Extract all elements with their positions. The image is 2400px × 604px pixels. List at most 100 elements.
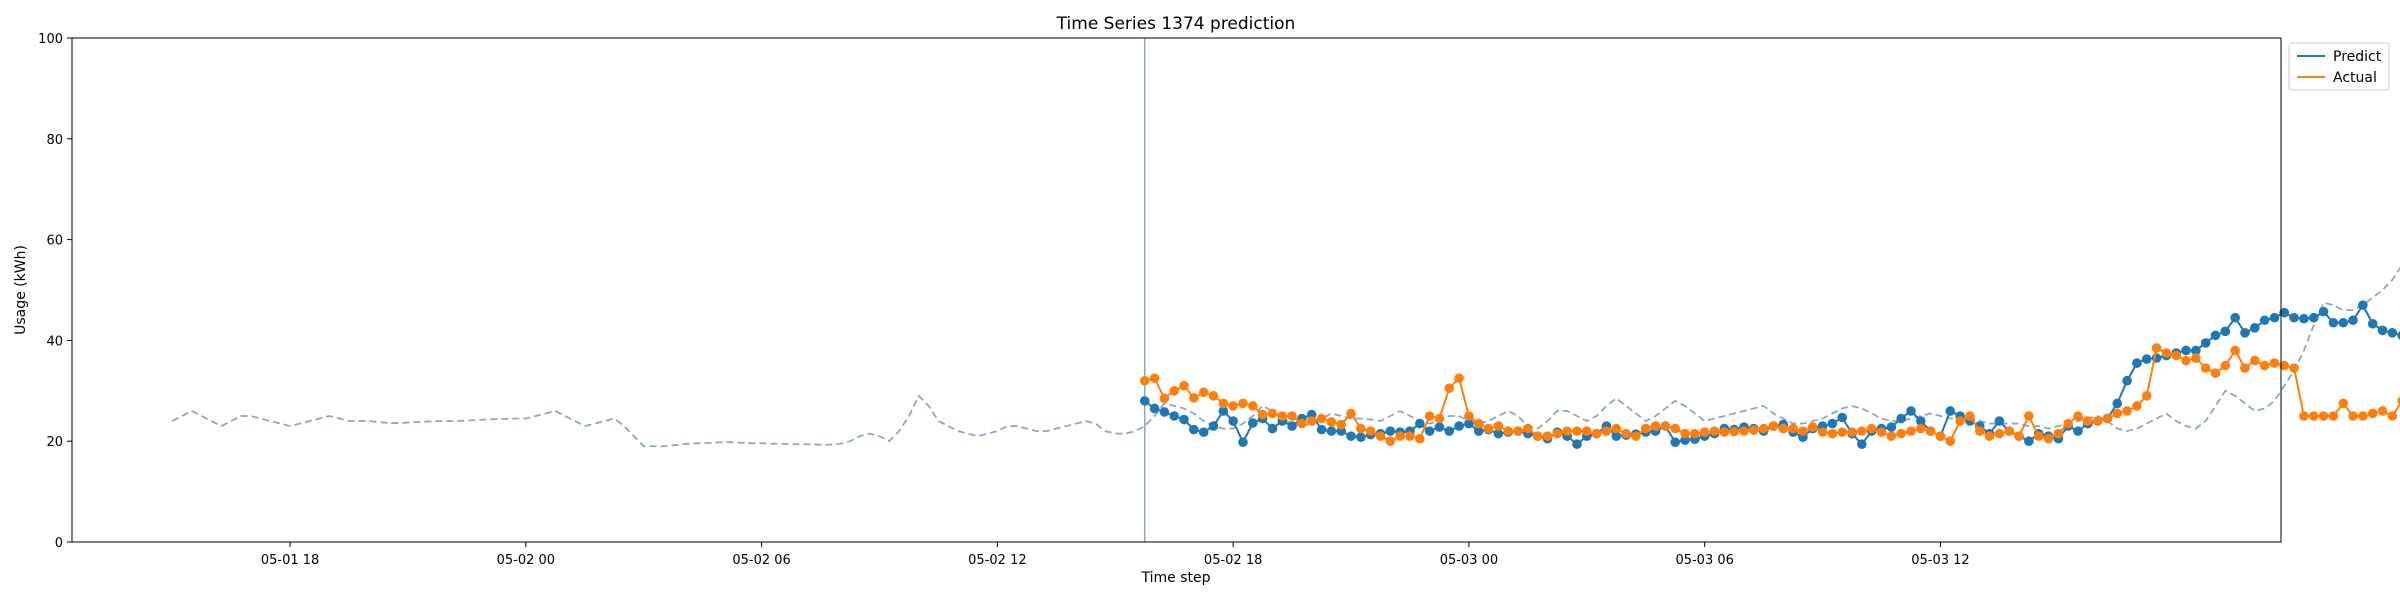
- data-point-actual: [2240, 363, 2250, 373]
- data-point-predict: [1827, 418, 1838, 429]
- data-point-actual: [2318, 411, 2329, 421]
- data-point-actual: [2063, 418, 2073, 429]
- data-point-actual: [2230, 345, 2240, 356]
- data-point-predict: [2377, 325, 2388, 336]
- data-point-actual: [2269, 358, 2280, 368]
- plot-frame: [71, 37, 2282, 543]
- data-point-actual: [1434, 413, 1445, 424]
- data-point-predict: [2367, 318, 2378, 329]
- data-point-actual: [2250, 355, 2260, 366]
- data-point-predict: [2387, 328, 2398, 338]
- data-point-actual: [1238, 398, 1248, 409]
- data-point-actual: [1621, 428, 1631, 439]
- x-tick-label: 05-01 18: [261, 553, 319, 568]
- data-point-predict: [1434, 422, 1445, 432]
- data-point-actual: [1768, 421, 1779, 431]
- data-point-actual: [2377, 406, 2388, 416]
- data-point-predict: [2358, 300, 2368, 310]
- data-point-actual: [1208, 391, 1219, 401]
- data-point-actual: [1778, 423, 1789, 434]
- data-point-actual: [1798, 426, 1808, 436]
- data-point-predict: [1493, 428, 1504, 439]
- data-point-actual: [1886, 431, 1897, 441]
- data-point-predict: [1994, 416, 2005, 426]
- data-point-actual: [1984, 431, 1995, 441]
- data-point-predict: [2308, 312, 2319, 323]
- data-point-actual: [1473, 418, 1484, 429]
- data-point-actual: [1876, 427, 1887, 437]
- data-point-actual: [1169, 386, 1180, 396]
- chart-title: Time Series 1374 prediction: [1056, 14, 1296, 34]
- data-point-predict: [2348, 315, 2358, 326]
- data-point-predict: [1611, 431, 1622, 441]
- x-tick-label: 05-03 12: [1911, 553, 1969, 568]
- data-point-actual: [1326, 417, 1337, 427]
- data-point-predict: [2240, 328, 2250, 338]
- data-point-predict: [1945, 406, 1956, 416]
- data-point-actual: [1896, 428, 1906, 439]
- data-point-actual: [1650, 421, 1661, 431]
- data-point-actual: [2259, 360, 2270, 371]
- data-point-predict: [1572, 439, 1582, 450]
- data-point-predict: [1169, 411, 1180, 421]
- data-point-actual: [1424, 411, 1435, 421]
- data-point-actual: [1601, 426, 1612, 436]
- data-point-actual: [1837, 427, 1848, 437]
- y-tick-label: 60: [46, 234, 63, 249]
- data-point-predict: [2073, 426, 2083, 436]
- data-point-actual: [1503, 426, 1514, 436]
- data-point-actual: [2367, 408, 2378, 419]
- data-point-actual: [1857, 426, 1867, 436]
- data-point-predict: [2200, 338, 2211, 348]
- data-point-actual: [1444, 383, 1455, 394]
- data-point-actual: [1218, 398, 1229, 409]
- data-point-actual: [1542, 431, 1553, 441]
- data-point-predict: [1473, 426, 1484, 436]
- data-point-actual: [1415, 433, 1425, 444]
- data-point-actual: [2122, 406, 2132, 416]
- data-point-predict: [1139, 396, 1150, 406]
- data-point-actual: [1336, 419, 1347, 430]
- data-point-predict: [1916, 416, 1926, 426]
- data-point-actual: [2387, 411, 2398, 421]
- data-point-actual: [2181, 355, 2191, 366]
- data-point-predict: [2250, 323, 2260, 333]
- data-point-predict: [2338, 317, 2349, 328]
- data-point-actual: [1611, 423, 1622, 434]
- legend-label-predict: Predict: [2333, 49, 2382, 65]
- data-point-actual: [1277, 411, 1288, 421]
- data-point-actual: [2014, 431, 2024, 441]
- data-point-predict: [1228, 416, 1238, 426]
- data-point-predict: [1415, 418, 1425, 429]
- legend-label-actual: Actual: [2333, 70, 2377, 86]
- data-point-actual: [1788, 423, 1798, 434]
- data-point-actual: [1974, 426, 1985, 436]
- data-point-actual: [2348, 411, 2358, 421]
- data-point-predict: [1464, 418, 1474, 429]
- data-point-actual: [1866, 423, 1877, 434]
- data-point-predict: [2318, 306, 2329, 317]
- data-point-actual: [1739, 426, 1749, 436]
- data-point-actual: [2338, 398, 2349, 409]
- data-point-predict: [1198, 427, 1209, 437]
- data-point-predict: [2269, 312, 2280, 323]
- x-axis-label: Time step: [1141, 570, 1211, 586]
- data-point-predict: [1326, 426, 1337, 436]
- data-point-predict: [2210, 330, 2221, 341]
- x-tick-label: 05-02 06: [732, 553, 790, 568]
- data-point-predict: [2141, 354, 2152, 364]
- data-point-predict: [1159, 407, 1170, 417]
- data-point-predict: [1454, 421, 1464, 431]
- data-point-predict: [1906, 406, 1916, 416]
- data-point-actual: [2220, 360, 2231, 371]
- data-point-predict: [1896, 413, 1906, 424]
- data-point-actual: [1827, 428, 1838, 439]
- data-point-actual: [2299, 411, 2309, 421]
- data-point-actual: [1631, 431, 1641, 441]
- data-point-actual: [2073, 411, 2083, 421]
- data-point-predict: [2181, 345, 2191, 356]
- data-point-actual: [2210, 368, 2221, 378]
- data-point-actual: [1483, 423, 1494, 434]
